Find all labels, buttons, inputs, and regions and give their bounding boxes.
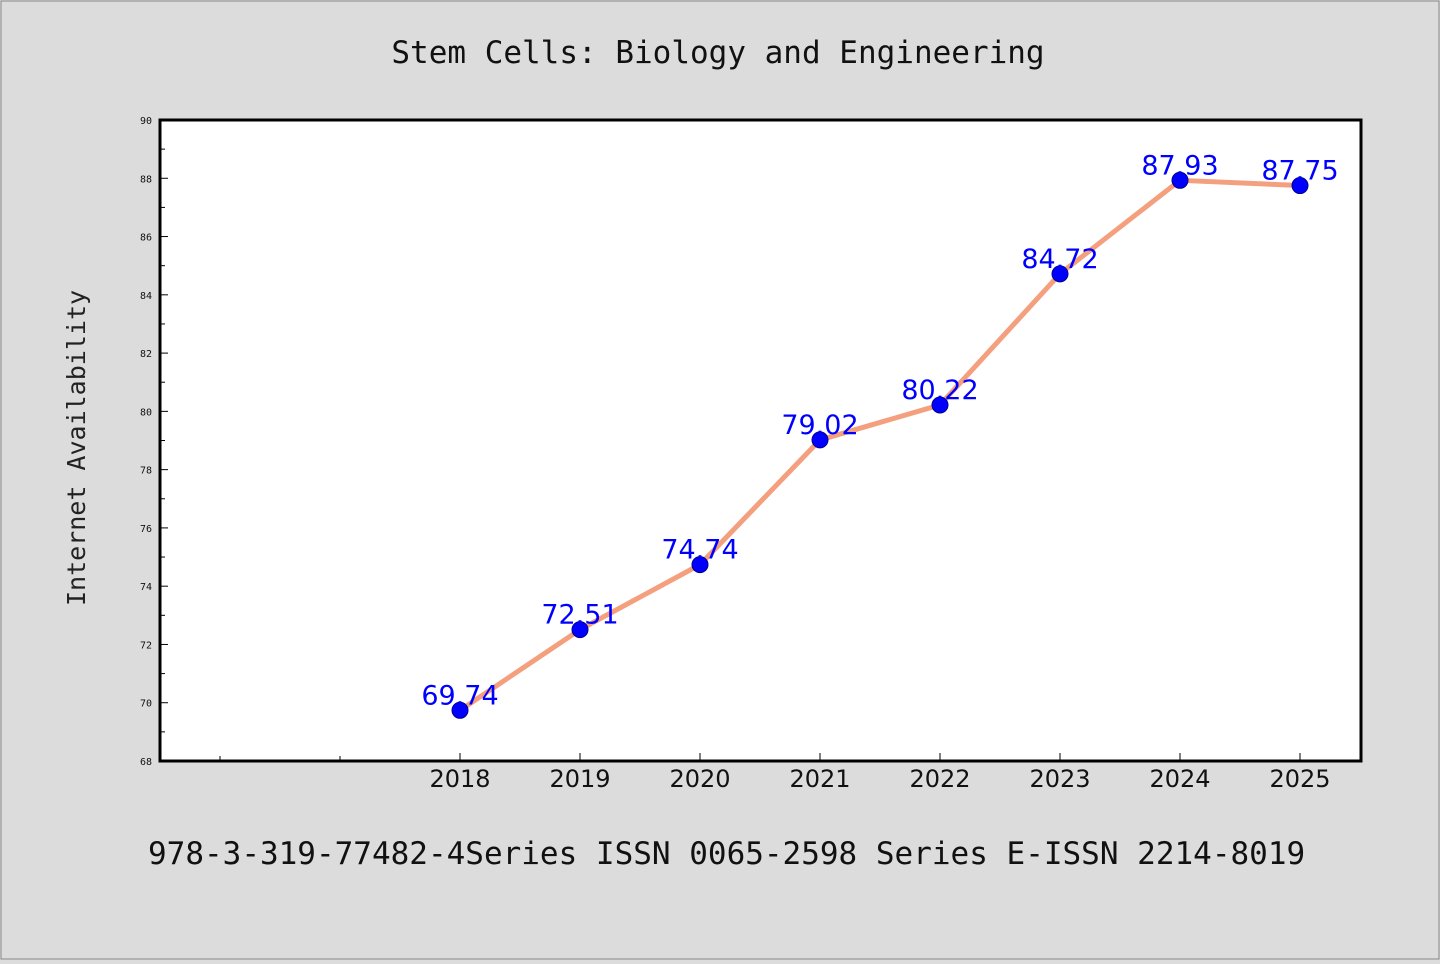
x-tick-label: 2019 [549, 765, 610, 793]
data-point [811, 431, 829, 449]
data-point [1051, 265, 1069, 283]
y-tick-label: 90 [140, 116, 152, 127]
y-tick-label: 80 [140, 407, 152, 418]
y-tick-label: 74 [140, 582, 152, 593]
plot-area [158, 118, 1363, 763]
y-tick-label: 72 [140, 640, 152, 651]
footer-isbn: 978-3-319-77482-4Series ISSN 0065-2598 S… [148, 836, 1305, 872]
y-tick-label: 84 [140, 291, 152, 302]
data-label: 87.93 [1141, 150, 1218, 181]
data-point [571, 621, 589, 639]
y-tick-label: 82 [140, 349, 152, 360]
data-point [691, 556, 709, 574]
y-tick-label: 86 [140, 233, 152, 244]
data-label: 87.75 [1261, 156, 1338, 187]
x-tick-label: 2020 [669, 765, 730, 793]
x-tick-label: 2022 [909, 765, 970, 793]
data-point [931, 396, 949, 414]
data-labels: 69.74 72.51 74.74 79.02 80.22 84.72 87.93 87.75 [421, 150, 1338, 711]
x-tick-label: 2021 [789, 765, 850, 793]
data-points [451, 171, 1309, 719]
data-point [1291, 177, 1309, 195]
data-label: 84.72 [1021, 244, 1098, 275]
data-label: 79.02 [781, 410, 858, 441]
y-axis: 68 70 72 74 76 78 80 82 84 86 88 90 [140, 116, 168, 768]
x-tick-label: 2023 [1029, 765, 1090, 793]
data-label: 80.22 [901, 375, 978, 406]
x-tick-label: 2018 [429, 765, 490, 793]
series-line [457, 177, 1303, 713]
data-point [1171, 171, 1189, 189]
x-tick-label: 2024 [1149, 765, 1210, 793]
y-tick-label: 76 [140, 524, 152, 535]
y-tick-label: 68 [140, 757, 152, 768]
x-axis: 2018 2019 2020 2021 2022 2023 2024 2025 [219, 753, 1331, 793]
chart-title: Stem Cells: Biology and Engineering [391, 35, 1044, 71]
y-tick-label: 78 [140, 466, 152, 477]
y-tick-label: 88 [140, 174, 152, 185]
y-tick-label: 70 [140, 699, 152, 710]
data-label: 69.74 [421, 680, 498, 711]
data-label: 72.51 [541, 600, 618, 631]
x-tick-label: 2025 [1269, 765, 1330, 793]
y-axis-label: Internet Availability [62, 290, 91, 606]
series-line-group [457, 177, 1303, 713]
data-point [451, 701, 469, 719]
data-label: 74.74 [661, 535, 738, 566]
